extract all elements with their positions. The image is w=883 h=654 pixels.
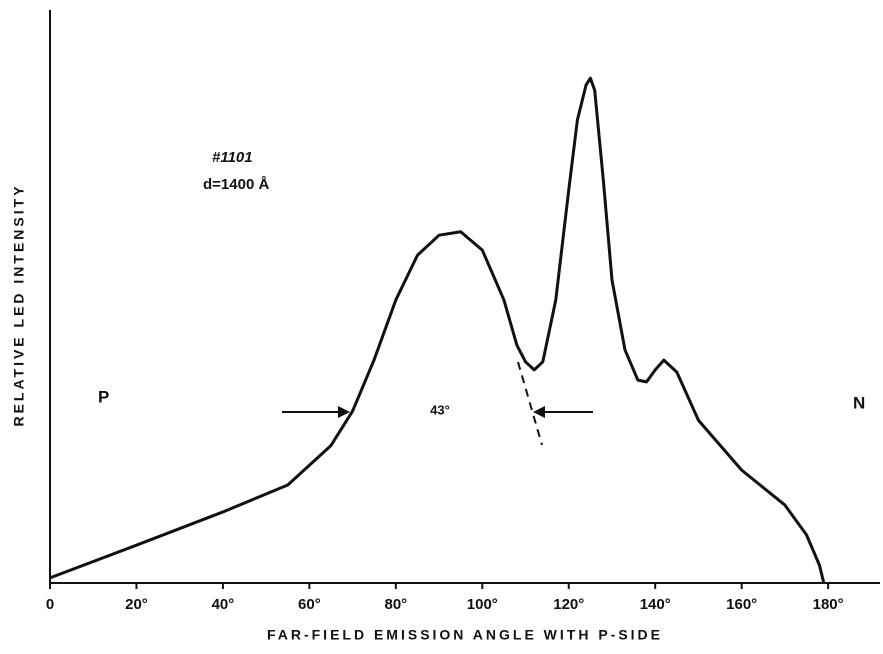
x-tick-label: 120° [553,596,584,613]
x-tick-label: 100° [467,596,498,613]
annotation: d=1400 Å [203,176,269,193]
dashed-boundary [517,361,543,446]
annotation: P [98,387,109,406]
x-tick-label: 20° [125,596,148,613]
x-tick-label: 140° [640,596,671,613]
line-series [49,76,826,584]
annotation: 43° [430,402,450,417]
y-axis-label: RELATIVE LED INTENSITY [11,183,27,426]
x-tick-label: 160° [726,596,757,613]
x-tick-label: 40° [212,596,235,613]
x-axis-label: FAR-FIELD EMISSION ANGLE WITH P-SIDE [267,627,663,643]
x-tick-label: 180° [813,596,844,613]
annotation: N [853,393,865,412]
arrowhead [533,406,545,418]
x-tick-label: 0 [46,596,54,613]
annotation: #1101 [212,149,253,166]
x-tick-label: 80° [384,596,407,613]
arrowhead [338,406,350,418]
x-tick-label: 60° [298,596,321,613]
